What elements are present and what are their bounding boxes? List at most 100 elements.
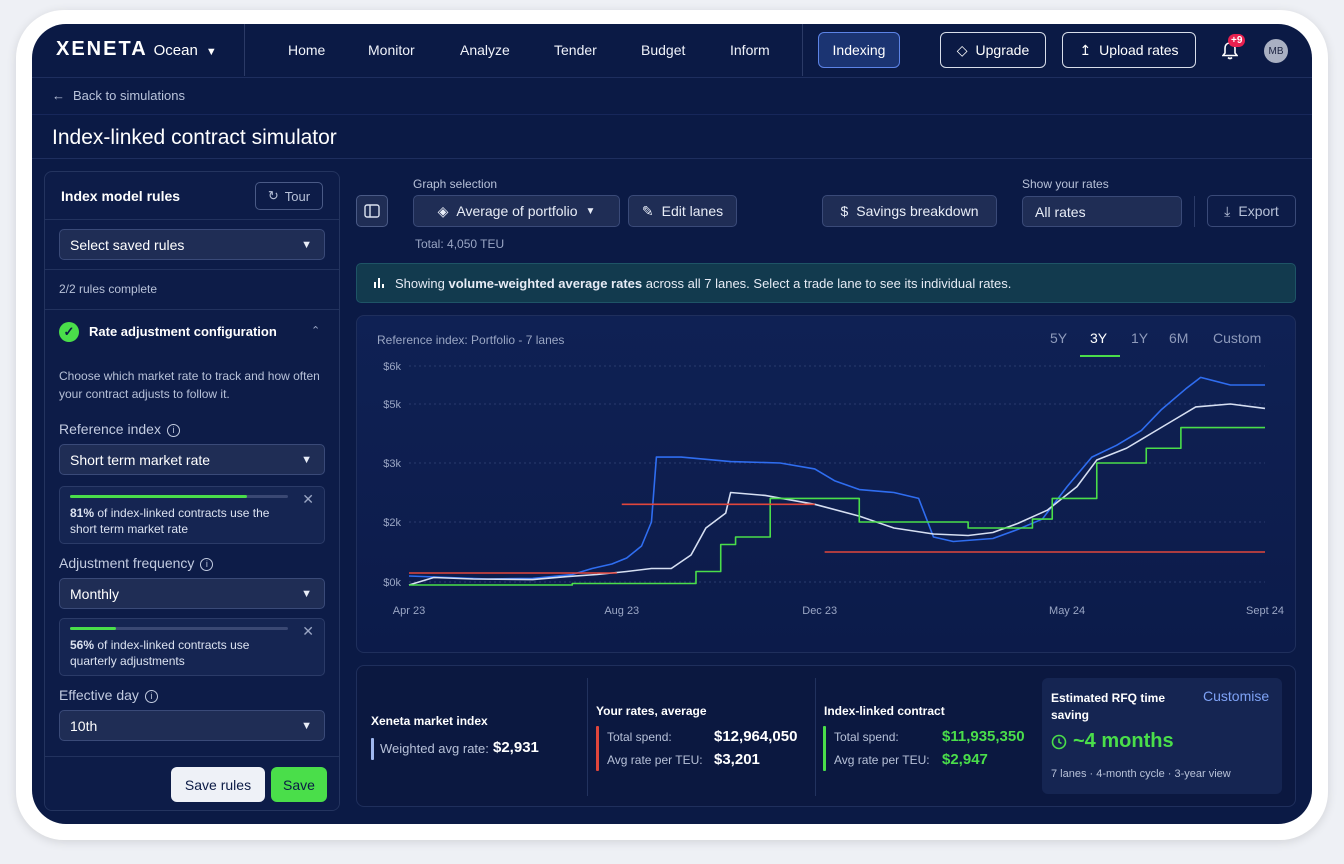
reference-index-text: Reference index bbox=[59, 421, 161, 437]
nav-monitor[interactable]: Monitor bbox=[368, 42, 415, 58]
stat-text: 81% of index-linked contracts use the sh… bbox=[70, 505, 295, 537]
upload-label: Upload rates bbox=[1099, 42, 1179, 58]
divider bbox=[32, 114, 1312, 115]
graph-selection-label: Graph selection bbox=[413, 177, 498, 191]
nav-inform[interactable]: Inform bbox=[730, 42, 770, 58]
app-window: XENETA Ocean ▼ Home Monitor Analyze Tend… bbox=[32, 24, 1312, 824]
info-icon[interactable]: i bbox=[166, 424, 180, 437]
your-teu-value: $3,201 bbox=[714, 751, 760, 768]
banner-text: Showing volume-weighted average rates ac… bbox=[395, 276, 1011, 291]
export-label: Export bbox=[1238, 203, 1279, 219]
rfq-value-row: ~4 months bbox=[1051, 730, 1174, 753]
frequency-select[interactable]: Monthly ▼ bbox=[59, 578, 325, 609]
x-tick-label: Apr 23 bbox=[393, 605, 425, 617]
series-line bbox=[408, 403, 1266, 586]
active-range-underline bbox=[1080, 355, 1120, 357]
x-tick-label: May 24 bbox=[1049, 605, 1085, 617]
summary-panel: Xeneta market index Weighted avg rate: $… bbox=[356, 665, 1296, 807]
chevron-down-icon: ▼ bbox=[301, 719, 312, 732]
total-teu: Total: 4,050 TEU bbox=[415, 237, 505, 251]
close-icon[interactable]: ✕ bbox=[302, 623, 314, 639]
stat-progress-fill bbox=[70, 627, 116, 630]
tour-button[interactable]: ↻ Tour bbox=[255, 182, 323, 210]
rfq-subtext: 7 lanes · 4-month cycle · 3-year view bbox=[1051, 768, 1231, 780]
bar-chart-icon bbox=[374, 278, 384, 288]
index-contract-title: Index-linked contract bbox=[824, 704, 945, 718]
series-line bbox=[408, 376, 1265, 580]
nav-indexing[interactable]: Indexing bbox=[818, 32, 900, 68]
divider bbox=[587, 678, 588, 796]
sidebar-toggle-button[interactable] bbox=[356, 195, 388, 227]
upgrade-button[interactable]: ◇ Upgrade bbox=[940, 32, 1046, 68]
chevron-up-icon[interactable]: ⌃ bbox=[311, 325, 321, 337]
save-button[interactable]: Save bbox=[271, 767, 327, 802]
upgrade-label: Upgrade bbox=[975, 42, 1030, 58]
tour-label: Tour bbox=[284, 188, 311, 204]
info-icon[interactable]: i bbox=[200, 558, 214, 571]
effective-day-label: Effective day i bbox=[59, 687, 158, 703]
reference-index-stat: 81% of index-linked contracts use the sh… bbox=[59, 486, 325, 544]
y-tick-label: $3k bbox=[383, 458, 401, 470]
savings-breakdown-button[interactable]: $ Savings breakdown bbox=[822, 195, 997, 227]
chevron-down-icon: ▼ bbox=[205, 46, 219, 58]
divider bbox=[45, 269, 339, 270]
customise-link[interactable]: Customise bbox=[1203, 688, 1270, 704]
export-button[interactable]: ⤓ Export bbox=[1207, 195, 1296, 227]
banner-pre: Showing bbox=[395, 275, 449, 291]
info-icon[interactable]: i bbox=[144, 690, 158, 703]
stat-description: of index-linked contracts use quarterly … bbox=[70, 638, 250, 668]
brand-switcher[interactable]: XENETA Ocean ▼ bbox=[56, 38, 219, 61]
range-3y[interactable]: 3Y bbox=[1090, 330, 1108, 346]
your-spend-label: Total spend: bbox=[607, 730, 672, 744]
y-tick-label: $6k bbox=[383, 361, 401, 373]
stat-progress-fill bbox=[70, 495, 247, 498]
savings-breakdown-label: Savings breakdown bbox=[856, 203, 979, 219]
your-rates-bar bbox=[596, 726, 599, 771]
back-link[interactable]: ← Back to simulations bbox=[52, 88, 185, 103]
nav-budget[interactable]: Budget bbox=[641, 42, 686, 58]
show-rates-select[interactable]: All rates bbox=[1022, 196, 1182, 227]
divider bbox=[45, 219, 339, 220]
index-spend-value: $11,935,350 bbox=[942, 728, 1025, 745]
chart-title: Reference index: Portfolio - 7 lanes bbox=[377, 333, 565, 347]
effective-day-select[interactable]: 10th ▼ bbox=[59, 710, 325, 741]
stat-text: 56% of index-linked contracts use quarte… bbox=[70, 637, 295, 669]
reference-index-select[interactable]: Short term market rate ▼ bbox=[59, 444, 325, 475]
frequency-label: Adjustment frequency i bbox=[59, 555, 214, 571]
avatar[interactable]: MB bbox=[1264, 39, 1288, 63]
your-teu-label: Avg rate per TEU: bbox=[607, 753, 703, 767]
section-title[interactable]: Rate adjustment configuration bbox=[89, 324, 277, 339]
layers-icon: ◈ bbox=[437, 202, 449, 219]
y-tick-label: $5k bbox=[383, 399, 401, 411]
graph-selection-select[interactable]: ◈ Average of portfolio ▼ bbox=[413, 195, 620, 227]
banner-bold: volume-weighted average rates bbox=[448, 275, 643, 291]
market-index-title: Xeneta market index bbox=[371, 714, 488, 728]
index-contract-bar bbox=[823, 726, 826, 771]
notification-badge: +9 bbox=[1228, 34, 1246, 47]
sidebar-title: Index model rules bbox=[61, 188, 181, 204]
index-teu-label: Avg rate per TEU: bbox=[834, 753, 930, 767]
brand-logo: XENETA bbox=[56, 38, 148, 60]
close-icon[interactable]: ✕ bbox=[302, 491, 314, 507]
nav-analyze[interactable]: Analyze bbox=[460, 42, 510, 58]
upload-rates-button[interactable]: ↥ Upload rates bbox=[1062, 32, 1196, 68]
saved-rules-select[interactable]: Select saved rules ▼ bbox=[59, 229, 325, 260]
divider bbox=[244, 24, 245, 76]
stat-progress-track bbox=[70, 495, 288, 498]
download-icon: ⤓ bbox=[1224, 202, 1231, 219]
market-avg-label: Weighted avg rate: bbox=[380, 741, 489, 756]
rates-chart: $6k $5k $3k $2k $0k Apr 23 Aug 23 Dec 23 May 24 S… bbox=[383, 361, 1284, 617]
range-5y[interactable]: 5Y bbox=[1050, 330, 1068, 346]
save-rules-button[interactable]: Save rules bbox=[171, 767, 265, 802]
edit-lanes-label: Edit lanes bbox=[661, 203, 724, 219]
saved-rules-value: Select saved rules bbox=[70, 236, 185, 253]
range-1y[interactable]: 1Y bbox=[1131, 330, 1149, 346]
section-description: Choose which market rate to track and ho… bbox=[59, 369, 320, 401]
edit-lanes-button[interactable]: ✎ Edit lanes bbox=[628, 195, 737, 227]
nav-tender[interactable]: Tender bbox=[554, 42, 597, 58]
nav-home[interactable]: Home bbox=[288, 42, 326, 58]
frequency-stat: 56% of index-linked contracts use quarte… bbox=[59, 618, 325, 676]
range-custom[interactable]: Custom bbox=[1213, 330, 1262, 346]
x-tick-label: Aug 23 bbox=[604, 605, 639, 617]
range-6m[interactable]: 6M bbox=[1169, 330, 1189, 346]
